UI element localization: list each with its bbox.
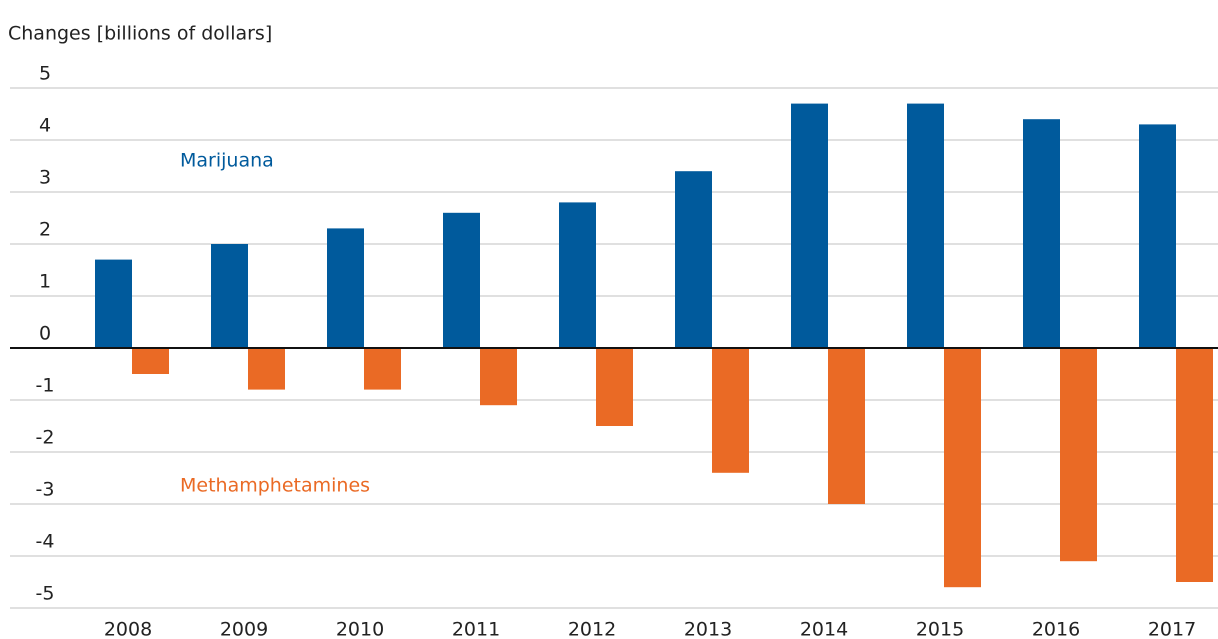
x-tick-label: 2011 [452, 619, 500, 639]
y-tick-label: -3 [36, 479, 55, 501]
y-tick-label: 0 [39, 323, 51, 345]
y-axis-title: Changes [billions of dollars] [8, 23, 272, 45]
y-tick-label: 3 [39, 167, 51, 189]
y-tick-label: -2 [36, 427, 55, 449]
x-tick-label: 2014 [800, 619, 848, 639]
bar [596, 348, 633, 426]
bar [828, 348, 865, 504]
bar [907, 103, 944, 348]
x-tick-label: 2016 [1032, 619, 1080, 639]
x-tick-label: 2012 [568, 619, 616, 639]
x-tick-label: 2013 [684, 619, 732, 639]
x-tick-label: 2015 [916, 619, 964, 639]
bar [944, 348, 981, 588]
bar [1176, 348, 1213, 582]
bar [364, 348, 401, 390]
bar [211, 244, 248, 348]
bar [248, 348, 285, 390]
x-tick-label: 2009 [220, 619, 268, 639]
bar [791, 103, 828, 348]
bar [675, 171, 712, 348]
series-label: Methamphetamines [180, 475, 370, 497]
bar [327, 228, 364, 348]
bar [95, 259, 132, 348]
bar [1139, 124, 1176, 349]
bar [132, 348, 169, 374]
bar [1023, 119, 1060, 348]
bar [559, 202, 596, 348]
y-tick-label: 5 [39, 63, 51, 85]
x-tick-label: 2010 [336, 619, 384, 639]
x-tick-label: 2008 [104, 619, 152, 639]
x-tick-label: 2017 [1148, 619, 1196, 639]
y-tick-label: -5 [36, 583, 55, 605]
y-tick-label: 1 [39, 271, 51, 293]
y-tick-label: 4 [39, 115, 51, 137]
y-tick-label: 2 [39, 219, 51, 241]
bar [480, 348, 517, 406]
bar [1060, 348, 1097, 562]
bar [443, 212, 480, 348]
y-tick-label: -4 [36, 531, 55, 553]
bar [712, 348, 749, 473]
y-tick-label: -1 [36, 375, 55, 397]
series-label: Marijuana [180, 150, 274, 172]
